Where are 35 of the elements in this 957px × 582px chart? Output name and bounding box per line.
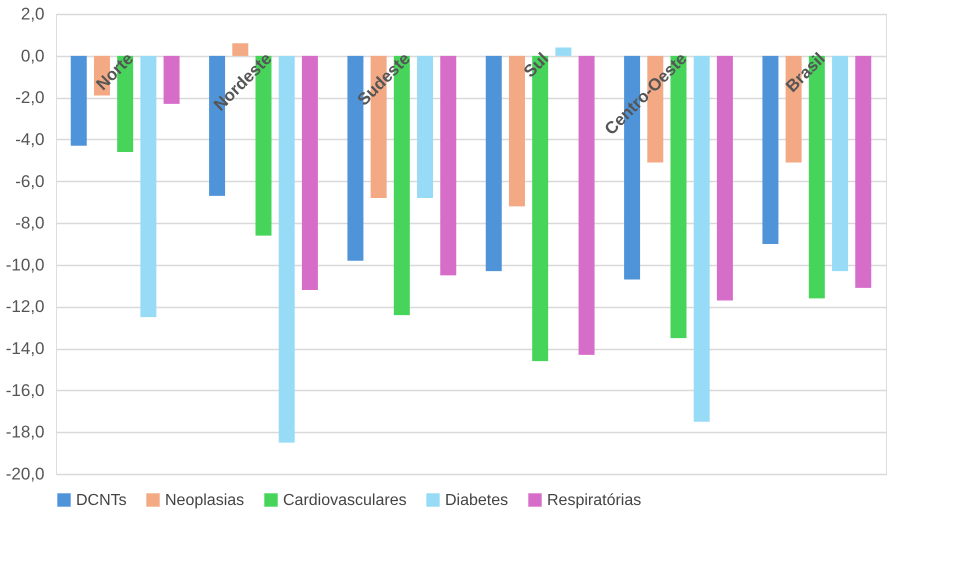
y-tick-label: -4,0	[15, 130, 44, 149]
bar	[855, 56, 872, 288]
legend-label: Neoplasias	[165, 492, 244, 509]
bar	[440, 56, 456, 276]
bar	[140, 56, 156, 318]
y-tick-label: -12,0	[6, 297, 44, 316]
y-tick-label: -8,0	[15, 214, 44, 233]
y-tick-label: -10,0	[6, 255, 44, 274]
bar	[694, 56, 710, 422]
legend-label: Diabetes	[445, 492, 508, 509]
legend-label: Respiratórias	[547, 492, 642, 509]
y-tick-label: -6,0	[15, 172, 44, 191]
bar	[232, 43, 248, 56]
bar	[164, 56, 180, 104]
y-tick-label: -20,0	[6, 464, 44, 484]
y-tick-label: -16,0	[6, 380, 44, 400]
bar	[555, 47, 572, 56]
y-tick-label: -14,0	[6, 339, 44, 358]
bar	[762, 56, 778, 244]
y-tick-label: -2,0	[15, 88, 44, 108]
y-tick-label: 0,0	[20, 46, 44, 66]
bar	[508, 56, 525, 206]
bar	[716, 56, 733, 300]
legend-label: DCNTs	[76, 492, 127, 509]
legend-label: Cardiovasculares	[283, 492, 407, 509]
bar	[832, 56, 848, 272]
y-tick-label: 2,0	[20, 4, 44, 24]
x-tick-label: Sul	[520, 49, 552, 82]
bar	[417, 56, 434, 198]
bar	[486, 56, 502, 272]
bar	[302, 56, 318, 290]
bar	[578, 56, 595, 355]
y-tick-label: -18,0	[6, 422, 44, 442]
bar	[70, 56, 87, 146]
bar	[278, 56, 295, 443]
